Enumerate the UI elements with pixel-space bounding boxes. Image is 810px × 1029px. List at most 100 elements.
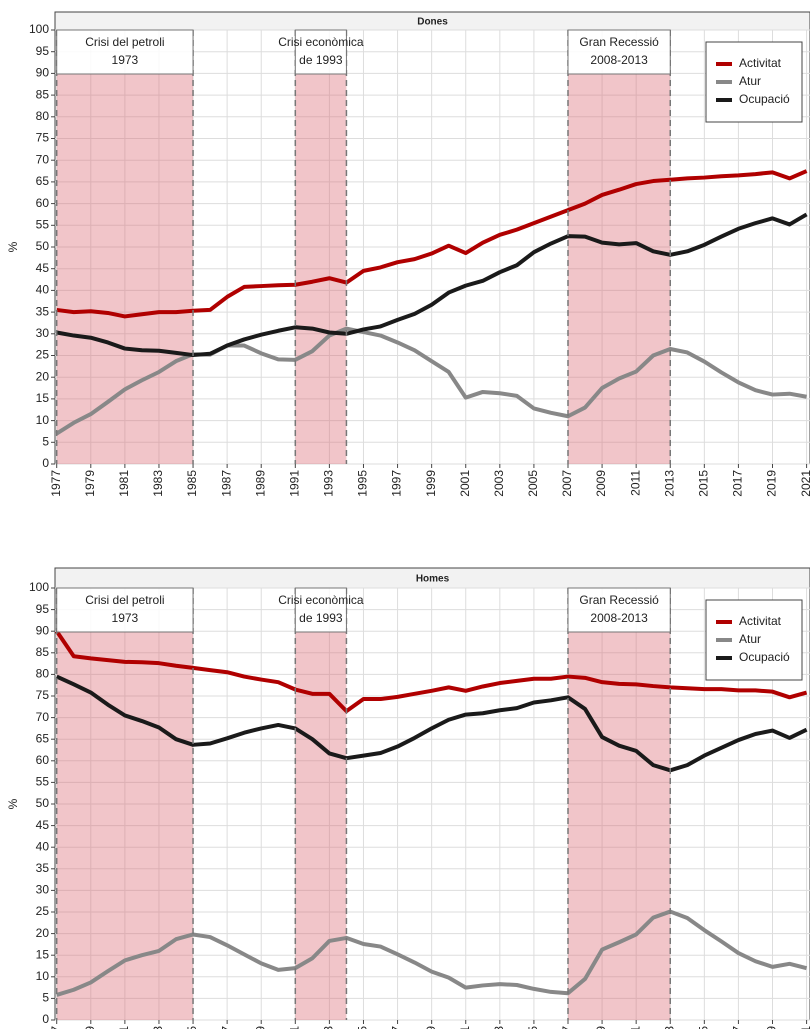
period-label: Crisi econòmica: [278, 35, 364, 49]
x-tick-label: 2021: [799, 1026, 810, 1029]
x-tick-label: 2003: [492, 1026, 506, 1029]
data-line: [56, 169, 808, 319]
period-shade: [295, 632, 347, 1020]
y-tick-label: 45: [36, 818, 50, 832]
legend-label: Ocupació: [739, 650, 790, 664]
x-tick-label: 1999: [424, 470, 438, 497]
x-tick-label: 2007: [560, 1026, 574, 1029]
y-tick-label: 90: [36, 66, 50, 80]
y-tick-label: 5: [42, 434, 49, 448]
x-tick-label: 1999: [424, 1026, 438, 1029]
legend-label: Atur: [739, 632, 761, 646]
x-tick-label: 2017: [731, 1026, 745, 1029]
y-tick-label: 85: [36, 87, 50, 101]
x-tick-label: 2013: [662, 1026, 676, 1029]
x-tick-label: 1995: [356, 1026, 370, 1029]
y-axis-label: %: [6, 241, 20, 252]
y-tick-label: 95: [36, 44, 50, 58]
y-tick-label: 70: [36, 710, 50, 724]
legend-label: Atur: [739, 74, 761, 88]
x-tick-label: 1985: [185, 1026, 199, 1029]
x-tick-label: 2009: [594, 1026, 608, 1029]
legend-label: Activitat: [739, 56, 782, 70]
y-tick-label: 5: [42, 991, 49, 1005]
period-label-box: [294, 587, 347, 633]
x-tick-label: 1993: [322, 1026, 336, 1029]
x-tick-label: 2013: [662, 470, 676, 497]
legend-label: Activitat: [739, 614, 782, 628]
x-tick-label: 1977: [49, 1026, 63, 1029]
period-label: Crisi econòmica: [278, 593, 364, 607]
y-tick-label: 80: [36, 667, 50, 681]
y-tick-label: 35: [36, 861, 50, 875]
period-shade: [56, 74, 194, 464]
x-tick-label: 1997: [390, 1026, 404, 1029]
x-tick-label: 1991: [287, 470, 301, 497]
x-tick-label: 2001: [458, 470, 472, 497]
y-tick-label: 0: [42, 1012, 49, 1026]
x-tick-label: 2003: [492, 470, 506, 497]
x-tick-label: 2019: [765, 1026, 779, 1029]
y-tick-label: 40: [36, 839, 50, 853]
x-tick-label: 1985: [185, 470, 199, 497]
legend-label: Ocupació: [739, 92, 790, 106]
y-tick-label: 40: [36, 283, 50, 297]
period-label: 1973: [112, 611, 139, 625]
period-label: Crisi del petroli: [85, 35, 164, 49]
period-shade: [56, 632, 194, 1020]
x-tick-label: 1983: [151, 470, 165, 497]
x-tick-label: 1979: [83, 1026, 97, 1029]
x-tick-label: 2009: [594, 470, 608, 497]
y-tick-label: 85: [36, 645, 50, 659]
period-label-box: [294, 29, 347, 75]
period-label-box: [56, 587, 194, 633]
x-tick-label: 2021: [799, 470, 810, 497]
x-tick-label: 2011: [628, 1026, 642, 1029]
x-tick-label: 1987: [219, 1026, 233, 1029]
y-tick-label: 20: [36, 926, 50, 940]
x-tick-label: 2015: [697, 470, 711, 497]
x-tick-label: 1979: [83, 470, 97, 497]
period-label-box: [56, 29, 194, 75]
data-line: [55, 326, 807, 436]
y-tick-label: 90: [36, 623, 50, 637]
x-tick-label: 2011: [628, 470, 642, 496]
y-tick-label: 10: [36, 413, 50, 427]
period-label-box: [567, 587, 671, 633]
y-tick-label: 55: [36, 775, 50, 789]
y-tick-label: 100: [29, 22, 49, 36]
y-tick-label: 70: [36, 152, 50, 166]
x-tick-label: 2019: [765, 470, 779, 497]
panel-title: Homes: [416, 574, 450, 585]
y-tick-label: 65: [36, 731, 50, 745]
period-label: Crisi del petroli: [85, 593, 164, 607]
y-tick-label: 50: [36, 239, 50, 253]
period-label: 1973: [112, 53, 139, 67]
y-tick-label: 10: [36, 969, 50, 983]
panel-title: Dones: [417, 17, 448, 28]
period-label: Gran Recessió: [579, 593, 659, 607]
y-tick-label: 35: [36, 304, 50, 318]
x-tick-label: 1981: [117, 470, 131, 497]
period-label: de 1993: [299, 53, 343, 67]
x-tick-label: 1995: [356, 470, 370, 497]
y-tick-label: 30: [36, 326, 50, 340]
y-tick-label: 95: [36, 602, 50, 616]
x-tick-label: 1987: [219, 470, 233, 497]
y-tick-label: 50: [36, 796, 50, 810]
y-tick-label: 45: [36, 261, 50, 275]
period-shade: [567, 74, 671, 464]
x-tick-label: 2005: [526, 1026, 540, 1029]
x-tick-label: 1997: [390, 470, 404, 497]
x-tick-label: 2005: [526, 470, 540, 497]
period-label: de 1993: [299, 611, 343, 625]
y-tick-label: 60: [36, 196, 50, 210]
period-label: Gran Recessió: [579, 35, 659, 49]
x-tick-label: 1983: [151, 1026, 165, 1029]
y-tick-label: 100: [29, 580, 49, 594]
data-line: [56, 909, 808, 997]
period-shade: [295, 74, 347, 464]
data-line: [55, 674, 808, 773]
y-tick-label: 25: [36, 904, 50, 918]
